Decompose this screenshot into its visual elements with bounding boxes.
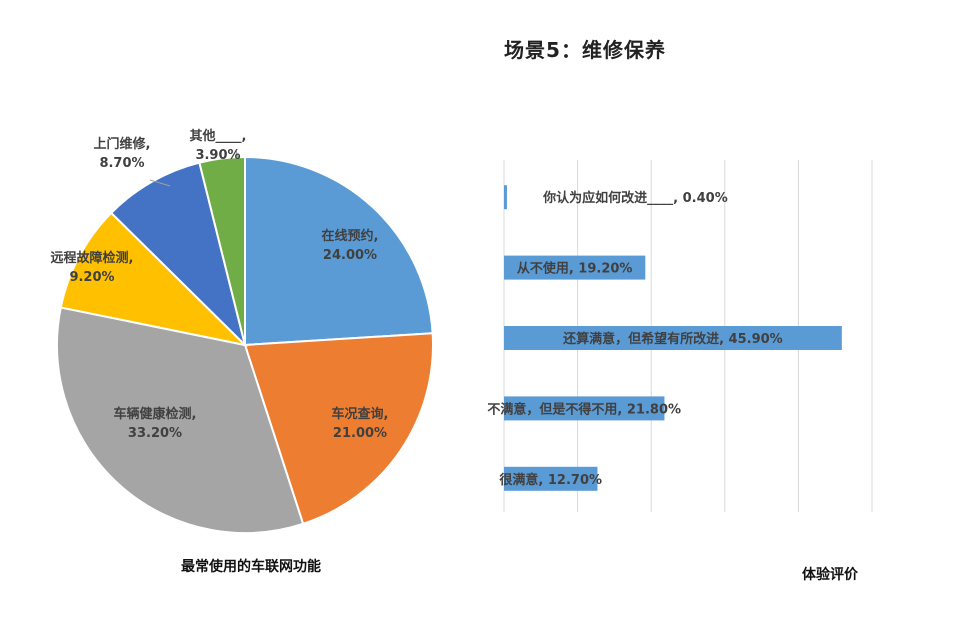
slice-label: 在线预约, [322,228,379,244]
slice-label: 上门维修, [94,136,151,152]
pie-slice [59,211,249,347]
pie-chart-caption: 最常使用的车联网功能 [181,559,321,575]
slice-label: 其他____, [190,128,247,144]
slice-value-label: 24.00% [323,248,377,263]
pie-slice [243,332,434,526]
leader-line [235,149,239,159]
bar-label: 还算满意，但希望有所改进, 45.90% [562,331,783,347]
bar [504,255,646,280]
pie-slice [56,306,305,534]
pie-slice [109,161,247,349]
bar [504,326,842,350]
pie-slice [244,155,434,347]
slice-value-label: 8.70% [99,156,144,171]
slice-label: 车况查询, [332,406,389,422]
bar [504,185,507,210]
slice-value-label: 9.20% [69,270,114,285]
bar-label: 不满意，但是不得不用, 21.80% [487,401,681,417]
bar-label: 很满意, 12.70% [499,472,602,488]
slice-value-label: 3.90% [195,148,240,163]
bar-chart-caption: 体验评价 [802,567,858,583]
bar-label: 你认为应如何改进____, 0.40% [542,190,728,206]
bar [504,466,598,491]
leader-line [149,179,171,187]
page-title: 场景5：维修保养 [504,38,666,62]
slice-value-label: 21.00% [333,426,387,441]
slice-value-label: 33.20% [128,426,182,441]
slice-label: 车辆健康检测, [114,406,197,422]
bar-label: 从不使用, 19.20% [517,261,633,277]
slice-label: 远程故障检测, [51,250,134,266]
pie-slice [198,155,246,346]
bar [504,396,665,421]
